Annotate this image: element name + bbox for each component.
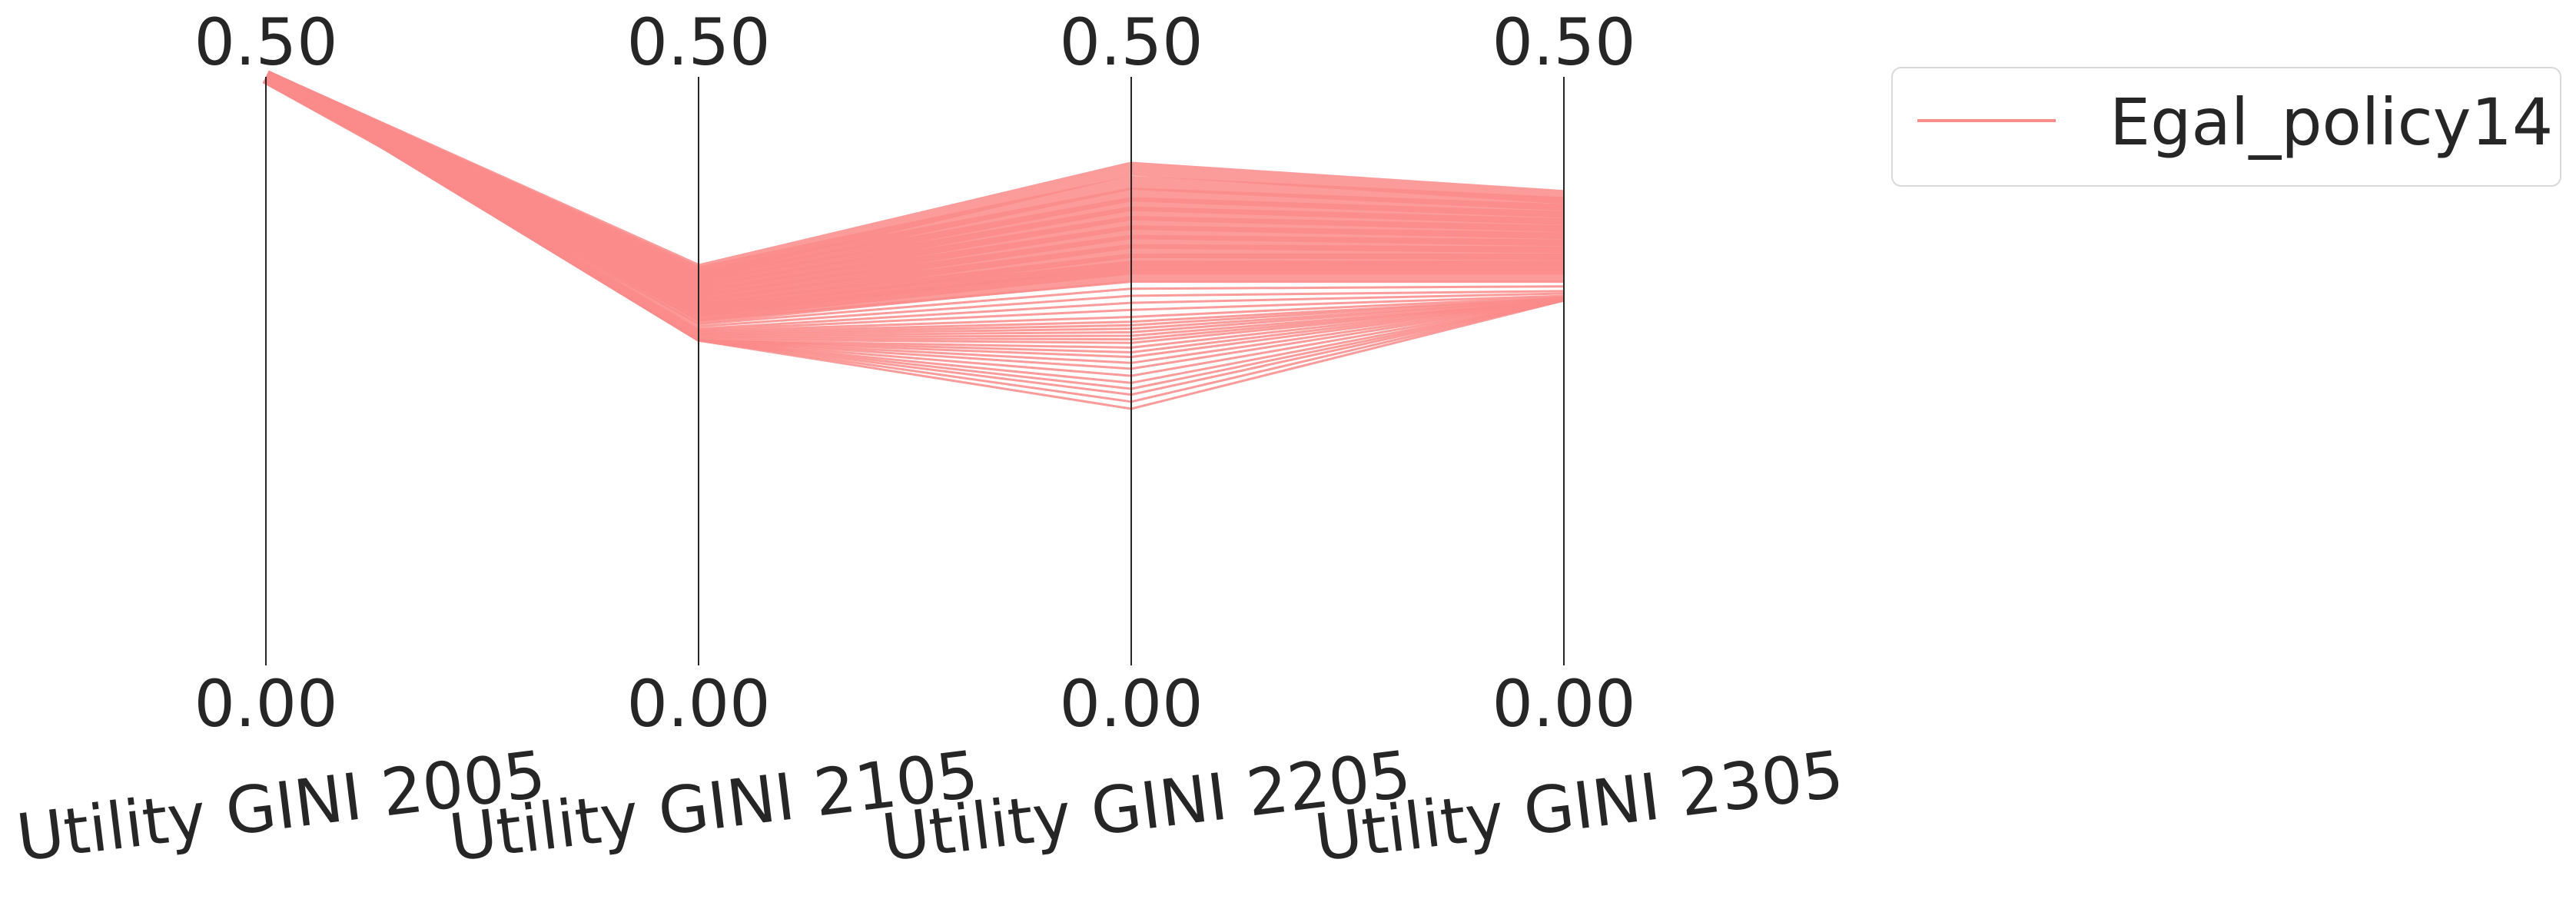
- legend-label-egal-policy14: Egal_policy14: [2110, 85, 2553, 160]
- series-line-0-11: [262, 71, 1564, 324]
- series-lines: [262, 70, 1565, 410]
- axis-min-label-2: 0.00: [1059, 666, 1203, 741]
- series-line-0-12: [265, 75, 1564, 322]
- legend: Egal_policy14: [1891, 67, 2561, 187]
- axis-min-label-3: 0.00: [1492, 666, 1635, 741]
- series-line-0-35: [265, 75, 1565, 410]
- axis-max-label-1: 0.50: [626, 5, 770, 80]
- axis-max-label-3: 0.50: [1492, 5, 1635, 80]
- axis-max-label-0: 0.50: [194, 5, 337, 80]
- axis-max-label-2: 0.50: [1059, 5, 1203, 80]
- axis-min-label-0: 0.00: [194, 666, 337, 741]
- legend-box: [1891, 67, 2561, 187]
- axis-min-label-1: 0.00: [626, 666, 770, 741]
